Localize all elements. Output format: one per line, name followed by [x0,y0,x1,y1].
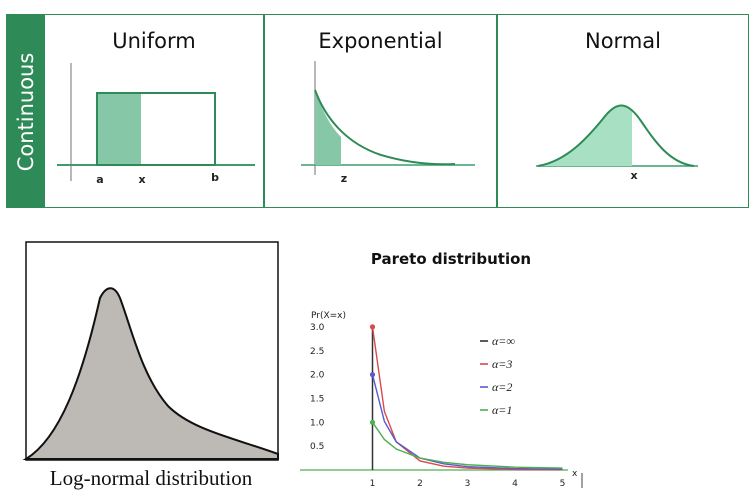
pareto-x-tick: 4 [512,479,518,489]
pareto-series-point [369,372,376,378]
pareto-legend-label: α=∞ [492,334,515,348]
uniform-label-x: x [138,173,145,186]
normal-shaded-area [538,106,632,166]
pareto-y-tick: 0.5 [310,442,324,452]
uniform-label-b: b [211,171,219,184]
exponential-panel: Exponential z [263,15,496,207]
pareto-x-tick: 2 [417,479,423,489]
continuous-label: Continuous [14,52,38,172]
normal-title: Normal [585,29,661,53]
pareto-chart: Pareto distribution Pr(X=x) x 1 2 3 4 5 0.5 1.… [300,240,753,498]
normal-density [537,104,695,167]
exponential-density [314,89,456,166]
uniform-density [96,92,216,166]
continuous-distributions-band: Continuous Uniform a x b Exponential z N… [6,14,749,208]
pareto-legend-label: α=2 [492,380,512,394]
lognormal-diagram [22,241,279,461]
pareto-series-point [369,419,376,425]
pareto-y-tick: 2.0 [310,371,325,381]
uniform-label-a: a [96,173,103,186]
pareto-series-line [371,374,563,470]
pareto-x-tick: 1 [370,479,376,489]
pareto-series-line [371,326,563,471]
pareto-x-axis-label: x [572,469,578,479]
uniform-diagram: a x b [57,63,255,186]
exponential-label-z: z [341,172,347,185]
lognormal-figure: Log-normal distribution [20,238,290,498]
pareto-x-tick: 5 [560,479,566,489]
exponential-title: Exponential [318,29,443,53]
pareto-y-tick: 3.0 [310,323,325,333]
lognormal-density [22,287,279,460]
pareto-series-point [369,324,376,330]
pareto-legend-label: α=3 [492,357,512,371]
exponential-diagram: z [301,61,475,185]
pareto-y-tick: 2.5 [310,347,324,357]
pareto-series-line [371,421,563,469]
uniform-shaded-area [97,93,141,165]
pareto-title: Pareto distribution [370,250,532,268]
lognormal-caption: Log-normal distribution [49,466,253,490]
normal-panel: Normal x [496,15,748,207]
pareto-y-tick: 1.0 [310,418,325,428]
pareto-legend-label: α=1 [492,403,512,417]
pareto-y-axis-label: Pr(X=x) [311,311,346,321]
pareto-x-tick: 3 [465,479,471,489]
continuous-sidebar: Continuous [7,15,45,207]
normal-diagram: x [536,104,698,182]
normal-label-x: x [630,169,637,182]
pareto-plot: Pr(X=x) x 1 2 3 4 5 0.5 1.0 1.5 2.0 2.5 3.0 α=∞ α=3… [300,311,583,489]
uniform-title: Uniform [112,29,196,53]
exponential-shaded-area [315,90,341,165]
pareto-y-tick: 1.5 [310,394,324,404]
uniform-panel: Uniform a x b [45,15,263,207]
